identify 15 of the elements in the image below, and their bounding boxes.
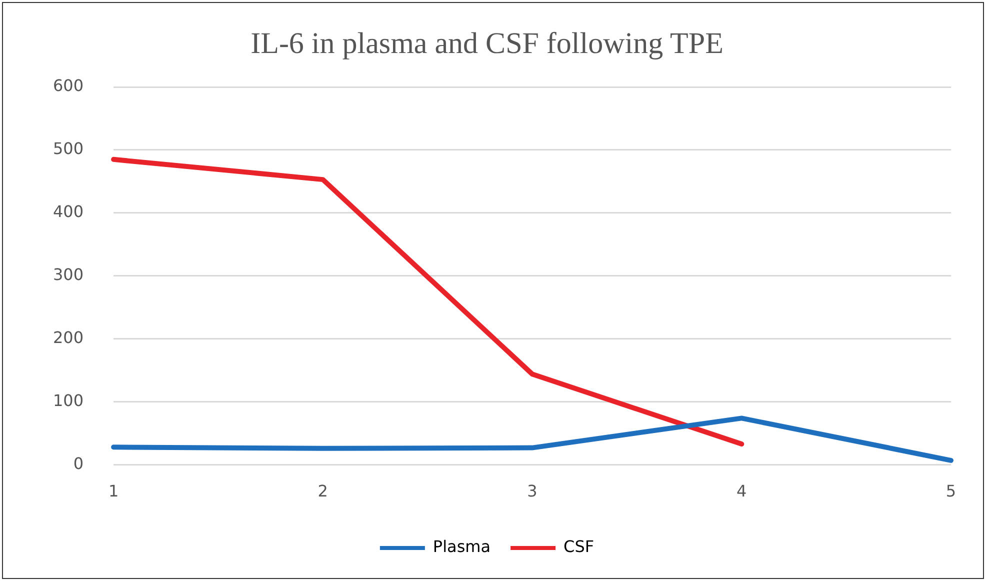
y-tick-label: 500 [52, 139, 84, 158]
x-tick-label: 1 [108, 482, 119, 501]
legend-label: CSF [564, 537, 594, 556]
y-tick-label: 300 [52, 265, 84, 284]
y-tick-label: 100 [52, 390, 84, 410]
y-tick-label: 600 [52, 76, 84, 96]
y-tick-label: 200 [52, 328, 84, 348]
x-tick-label: 4 [736, 482, 747, 501]
x-tick-label: 3 [527, 482, 538, 501]
y-tick-label: 0 [73, 454, 84, 473]
x-tick-label: 5 [946, 482, 956, 501]
legend-label: Plasma [432, 537, 491, 556]
y-tick-label: 400 [52, 202, 84, 222]
chart-title: IL-6 in plasma and CSF following TPE [250, 26, 724, 60]
x-tick-label: 2 [318, 482, 328, 501]
